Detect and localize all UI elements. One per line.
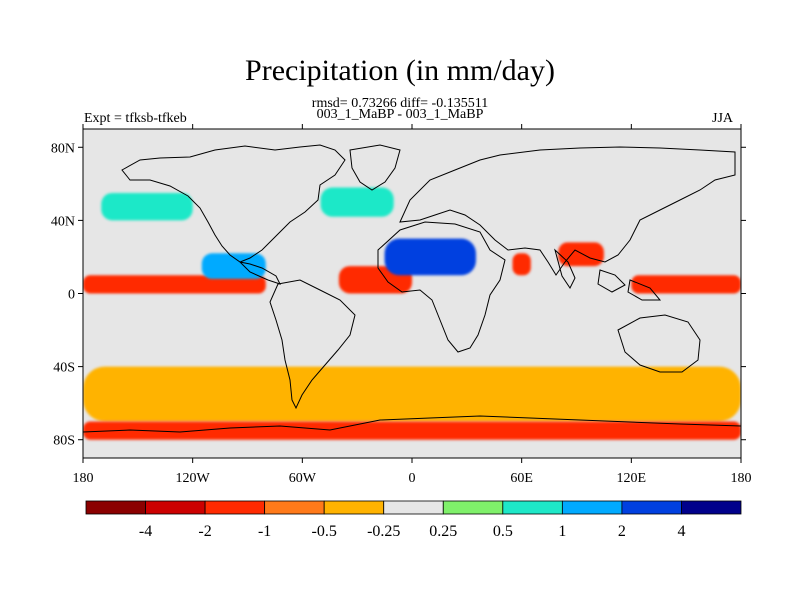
stats-line: rmsd= 0.73266 diff= -0.135511 (311, 96, 489, 111)
coast-north-america (121, 144, 346, 285)
anomaly-3 (512, 253, 531, 276)
anomaly-0 (83, 275, 266, 294)
colorbar-box (561, 500, 623, 515)
colorbar-box (85, 500, 146, 515)
anomaly-4 (558, 242, 604, 267)
coast-australia (617, 314, 701, 373)
coast-antarctica (83, 415, 741, 433)
anomaly-7 (101, 192, 193, 221)
run-line: 003_1_MaBP - 003_1_MaBP (316, 107, 484, 122)
colorbar-box (442, 500, 504, 515)
colorbar-box (621, 500, 682, 515)
coast-south-america (269, 279, 356, 410)
colorbar-box (681, 500, 742, 515)
x-tick-label: 120W (176, 471, 211, 486)
coast-eurasia (399, 146, 736, 276)
colorbar-label: -2 (198, 523, 211, 540)
x-tick-label: 180 (73, 471, 94, 486)
anomaly-6 (201, 253, 266, 279)
axes: 180 120W 60W 0 60E 120E 180 80N 40N 0 40S 80S (51, 124, 752, 486)
colorbar-box (502, 500, 563, 515)
experiment-label: Expt = tfksb-tfkeb (84, 111, 187, 126)
coast-india (554, 248, 576, 289)
colorbar-label: 2 (618, 523, 626, 540)
y-tick-label: 0 (68, 288, 75, 303)
anomaly-9 (83, 366, 741, 422)
anomaly-10 (83, 421, 741, 440)
colorbar-box (323, 500, 385, 515)
coast-africa (377, 221, 506, 353)
coast-maritime-continent (597, 269, 662, 301)
y-tick-label: 80N (51, 141, 75, 156)
colorbar-box (145, 500, 206, 515)
colorbar-box (204, 500, 266, 515)
coast-greenland (349, 144, 401, 191)
colorbar-label: 0.5 (493, 523, 513, 540)
x-tick-label: 0 (409, 471, 416, 486)
anomaly-8 (320, 187, 394, 217)
colorbar-label: -1 (258, 523, 271, 540)
colorbar-label: 0.25 (429, 523, 457, 540)
x-tick-label: 180 (731, 471, 752, 486)
anomaly-2 (384, 238, 476, 276)
chart-title: Precipitation (in mm/day) (245, 54, 555, 87)
land-outline (83, 144, 741, 433)
x-tick-label: 60E (510, 471, 533, 486)
y-tick-label: 40S (53, 361, 75, 376)
colorbar-label: -4 (139, 523, 152, 540)
x-tick-label: 120E (617, 471, 647, 486)
season-label: JJA (712, 111, 734, 126)
colorbar-box (383, 500, 444, 515)
y-tick-label: 40N (51, 214, 75, 229)
colorbar-label: -0.5 (312, 523, 337, 540)
colorbar-label: 1 (558, 523, 566, 540)
colorbar-box (264, 500, 325, 515)
colorbar-label: -0.25 (367, 523, 400, 540)
y-tick-label: 80S (53, 434, 75, 449)
anomaly-5 (631, 275, 741, 294)
colorbar-label: 4 (677, 523, 685, 540)
x-tick-label: 60W (289, 471, 317, 486)
